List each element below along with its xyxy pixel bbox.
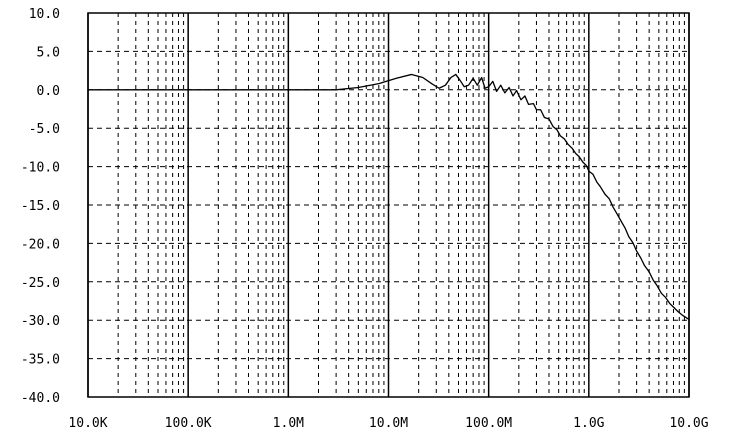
y-axis-labels: 10.0 5.0 0.0 -5.0 -10.0 -15.0 -20.0 -25.0 -30.0 -…	[21, 7, 60, 406]
x-tick-label: 100.0M	[465, 416, 512, 431]
series-line	[88, 73, 690, 320]
series-layer	[88, 73, 690, 320]
y-tick-label: -5.0	[29, 122, 60, 137]
x-tick-label: 1.0G	[573, 416, 604, 431]
y-tick-label: -30.0	[21, 314, 60, 329]
x-tick-label: 10.0G	[669, 416, 708, 431]
x-tick-label: 1.0M	[273, 416, 304, 431]
x-tick-label: 10.0K	[68, 416, 107, 431]
y-tick-label: -40.0	[21, 391, 60, 406]
x-tick-label: 10.0M	[369, 416, 408, 431]
y-tick-label: 0.0	[37, 84, 60, 99]
plot-frame	[87, 12, 690, 398]
y-tick-label: 10.0	[29, 7, 60, 22]
y-tick-label: -25.0	[21, 276, 60, 291]
y-tick-label: -15.0	[21, 199, 60, 214]
y-tick-label: 5.0	[37, 45, 60, 60]
y-tick-label: -10.0	[21, 161, 60, 176]
y-tick-label: -20.0	[21, 237, 60, 252]
x-axis-labels: 10.0K 100.0K 1.0M 10.0M 100.0M 1.0G 10.0G	[68, 416, 708, 431]
x-tick-label: 100.0K	[165, 416, 212, 431]
major-grid	[87, 13, 690, 397]
minor-grid	[117, 13, 685, 397]
y-tick-label: -35.0	[21, 353, 60, 368]
